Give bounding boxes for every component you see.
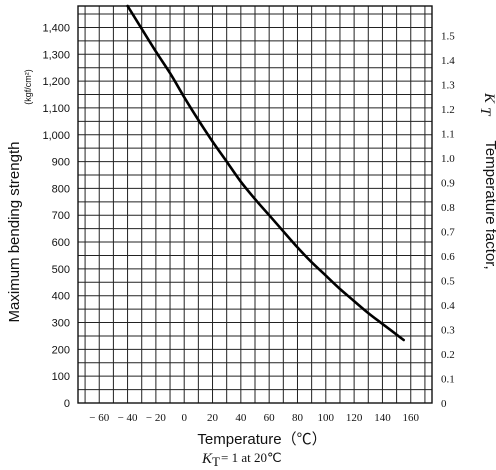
y-right-tick-label: 0.7 — [441, 226, 455, 238]
y-right-tick-label: 0.1 — [441, 373, 455, 385]
y-left-tick-label: 1,300 — [42, 49, 70, 61]
y-left-tick-label: 1,000 — [42, 130, 70, 142]
y-left-tick-label: 700 — [52, 210, 70, 222]
y-right-tick-label: 0.4 — [441, 300, 455, 312]
y-left-tick-label: 1,200 — [42, 76, 70, 88]
y-left-tick-label: 100 — [52, 371, 70, 383]
y-right-tick-label: 1.3 — [441, 79, 455, 91]
note-symbol-k: K — [201, 451, 213, 467]
y-right-tick-label: 0.6 — [441, 251, 455, 263]
left-axis-title: Maximum bending strength — [6, 142, 23, 323]
x-tick-label: 20 — [207, 412, 219, 424]
left-axis-unit: (kgf/cm²) — [23, 69, 33, 105]
y-left-tick-label: 600 — [52, 237, 70, 249]
y-right-tick-label: 1.2 — [441, 104, 455, 116]
right-axis-symbol-k: K — [481, 92, 496, 104]
right-axis-symbol-sub: T — [477, 107, 493, 117]
note-text: = 1 at 20℃ — [221, 450, 282, 465]
y-left-tick-label: 300 — [52, 318, 70, 330]
y-right-tick-label: 0.3 — [441, 324, 455, 336]
y-right-tick-label: 0 — [441, 398, 447, 410]
x-tick-label: 40 — [235, 412, 247, 424]
x-tick-label: 160 — [403, 412, 420, 424]
x-axis-title: Temperature（℃） — [197, 431, 326, 448]
y-right-tick-label: 0.9 — [441, 177, 455, 189]
y-left-tick-label: 1,100 — [42, 103, 70, 115]
note-symbol-sub: T — [212, 454, 220, 469]
grid-lines — [78, 6, 432, 403]
y-right-tick-label: 1.1 — [441, 128, 455, 140]
x-tick-label: 120 — [346, 412, 363, 424]
y-left-tick-label: 0 — [64, 398, 70, 410]
strength-curve — [126, 4, 405, 342]
y-right-tick-label: 1.5 — [441, 30, 455, 42]
y-left-tick-label: 400 — [52, 291, 70, 303]
tick-labels: 01002003004005006007008009001,0001,1001,… — [42, 22, 455, 424]
x-tick-label: 60 — [264, 412, 276, 424]
y-left-tick-label: 200 — [52, 344, 70, 356]
y-right-tick-label: 0.2 — [441, 349, 455, 361]
data-marks — [126, 4, 405, 342]
y-left-tick-label: 900 — [52, 157, 70, 169]
y-right-tick-label: 0.5 — [441, 275, 455, 287]
x-tick-label: − 60 — [89, 412, 109, 424]
y-right-tick-label: 1.0 — [441, 153, 455, 165]
y-right-tick-label: 0.8 — [441, 202, 455, 214]
x-tick-label: − 20 — [146, 412, 166, 424]
x-tick-label: − 40 — [118, 412, 138, 424]
plot-frame — [77, 5, 433, 404]
temperature-factor-note: K T = 1 at 20℃ — [201, 450, 282, 469]
x-tick-label: 80 — [292, 412, 304, 424]
y-right-tick-label: 1.4 — [441, 55, 455, 67]
right-axis-title: Temperature factor, — [482, 140, 496, 269]
x-tick-label: 0 — [181, 412, 187, 424]
y-left-tick-label: 1,400 — [42, 22, 70, 34]
y-left-tick-label: 800 — [52, 183, 70, 195]
y-left-tick-label: 500 — [52, 264, 70, 276]
x-tick-label: 140 — [374, 412, 391, 424]
right-axis-symbol: K T — [477, 92, 496, 117]
x-tick-label: 100 — [318, 412, 335, 424]
